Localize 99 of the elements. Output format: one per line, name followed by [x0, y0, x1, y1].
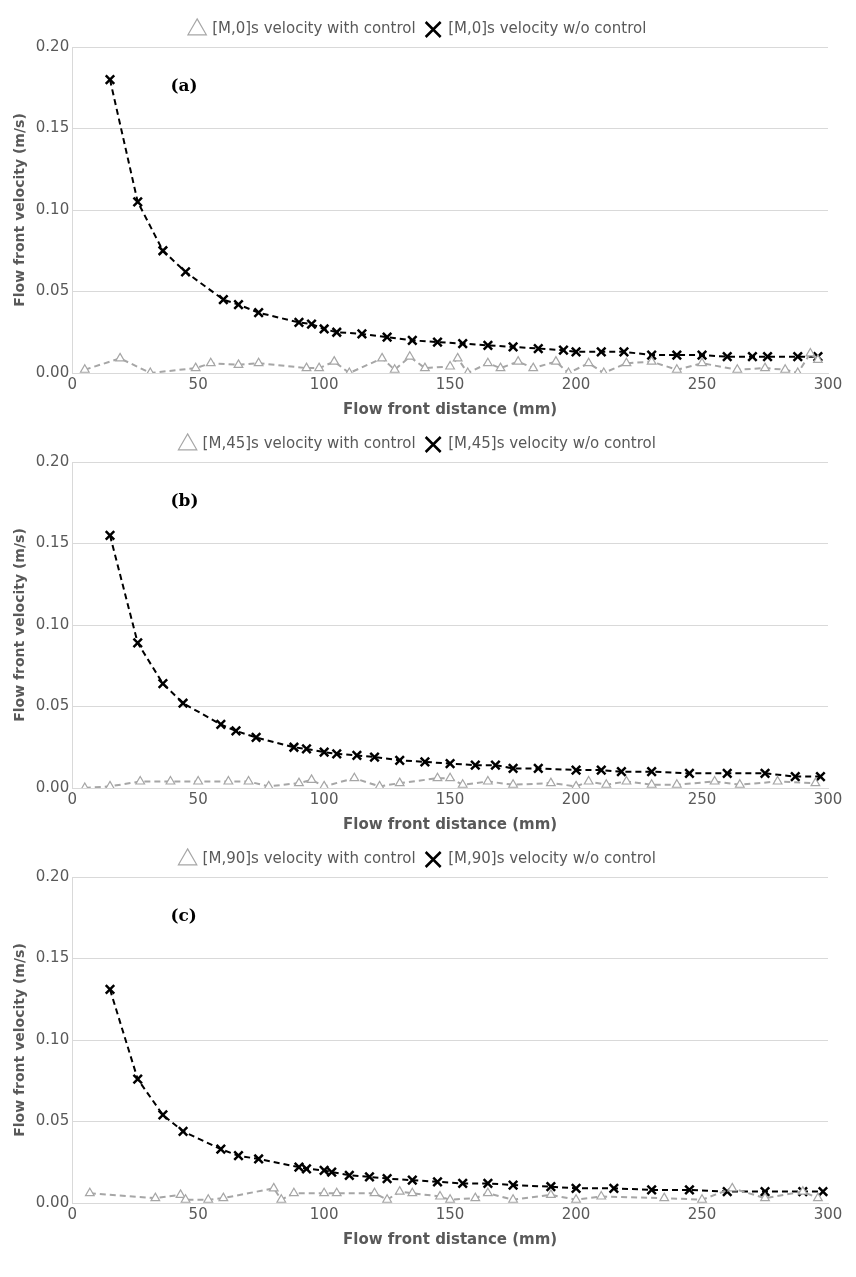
x-tick-label: 250: [687, 374, 717, 393]
point: [482, 1187, 493, 1197]
y-tick-label: 0.15: [35, 948, 70, 967]
y-tick-label: 0.20: [35, 866, 70, 885]
x-tick-label: 100: [309, 1204, 339, 1223]
x-tick-label: 200: [561, 1204, 591, 1223]
legend-label: [M,45]s velocity w/o control: [448, 434, 656, 453]
point: [817, 1186, 828, 1198]
legend-label: [M,0]s velocity with control: [212, 19, 416, 38]
y-tick-label: 0.10: [35, 1029, 70, 1048]
annotation: (a): [170, 75, 198, 96]
point: [596, 1190, 607, 1200]
point: [132, 1073, 144, 1085]
point: [84, 1187, 95, 1197]
x-tick-label: 250: [687, 1204, 717, 1223]
point: [571, 1194, 581, 1203]
y-tick-label: 0.05: [35, 1111, 70, 1130]
x-tick-label: 50: [188, 374, 208, 393]
x-axis-title: Flow front distance (mm): [343, 814, 558, 833]
x-tick-label: 200: [561, 374, 591, 393]
point: [646, 1184, 658, 1196]
point: [253, 1153, 265, 1165]
point: [507, 1179, 519, 1191]
y-axis-title: Flow front velocity (m/s): [11, 528, 28, 722]
point: [482, 1177, 494, 1189]
x-tick-label: 150: [435, 374, 465, 393]
point: [812, 1192, 823, 1202]
point: [721, 1186, 733, 1198]
point: [215, 1143, 227, 1155]
point: [608, 1182, 620, 1194]
point: [369, 1187, 380, 1197]
legend-label: [M,90]s velocity w/o control: [448, 849, 656, 868]
x-tick-label: 150: [435, 1204, 465, 1223]
point: [759, 1186, 771, 1198]
x-tick-label: 200: [561, 789, 591, 808]
y-tick-label: 0.20: [35, 451, 70, 470]
point: [218, 1192, 229, 1202]
x-tick-label: 100: [309, 374, 339, 393]
point: [203, 1194, 214, 1203]
y-tick-label: 0.15: [35, 533, 70, 552]
point: [363, 1171, 375, 1183]
point: [318, 1164, 330, 1176]
x-tick-label: 150: [435, 789, 465, 808]
point: [697, 1194, 707, 1203]
point: [177, 1125, 189, 1137]
point: [394, 1185, 405, 1195]
x-tick-label: 300: [813, 374, 843, 393]
x-tick-label: 50: [188, 1204, 208, 1223]
point: [545, 1181, 557, 1193]
point: [293, 1161, 305, 1173]
point: [331, 1187, 342, 1197]
point: [175, 1189, 186, 1198]
point: [382, 1194, 393, 1203]
legend-label: [M,90]s velocity with control: [202, 849, 416, 868]
x-tick-label: 300: [813, 789, 843, 808]
point: [268, 1182, 279, 1192]
point: [470, 1192, 481, 1202]
point: [343, 1169, 355, 1181]
point: [381, 1173, 393, 1185]
point: [319, 1187, 330, 1197]
x-tick-label: 100: [309, 789, 339, 808]
y-tick-label: 0.05: [35, 281, 70, 300]
point: [760, 1192, 770, 1202]
point: [301, 1163, 312, 1175]
x-tick-label: 300: [813, 1204, 843, 1223]
point: [659, 1192, 670, 1202]
point: [445, 1194, 456, 1203]
point: [150, 1192, 161, 1202]
annotation: (b): [170, 490, 199, 511]
y-axis-title: Flow front velocity (m/s): [11, 943, 28, 1137]
point: [406, 1174, 418, 1186]
point: [545, 1189, 556, 1198]
point: [326, 1166, 338, 1178]
x-tick-label: 250: [687, 789, 717, 808]
point: [288, 1187, 299, 1197]
y-tick-label: 0.20: [35, 36, 70, 55]
point: [683, 1184, 695, 1196]
point: [435, 1190, 445, 1200]
point: [157, 1109, 169, 1121]
y-axis-title: Flow front velocity (m/s): [11, 113, 28, 307]
legend-label: [M,45]s velocity with control: [202, 434, 416, 453]
point: [457, 1177, 469, 1189]
point: [570, 1182, 582, 1194]
point: [407, 1187, 418, 1197]
x-tick-label: 50: [188, 789, 208, 808]
point: [276, 1194, 287, 1203]
point: [432, 1176, 443, 1188]
annotation: (c): [170, 905, 197, 926]
point: [232, 1150, 244, 1162]
point: [727, 1182, 738, 1192]
legend-label: [M,0]s velocity w/o control: [448, 19, 647, 38]
point: [180, 1194, 191, 1203]
y-tick-label: 0.05: [35, 696, 70, 715]
y-tick-label: 0.10: [35, 199, 70, 218]
y-tick-label: 0.10: [35, 614, 70, 633]
x-axis-title: Flow front distance (mm): [343, 1229, 558, 1248]
x-axis-title: Flow front distance (mm): [343, 399, 558, 418]
y-tick-label: 0.15: [35, 118, 70, 137]
point: [508, 1194, 519, 1203]
